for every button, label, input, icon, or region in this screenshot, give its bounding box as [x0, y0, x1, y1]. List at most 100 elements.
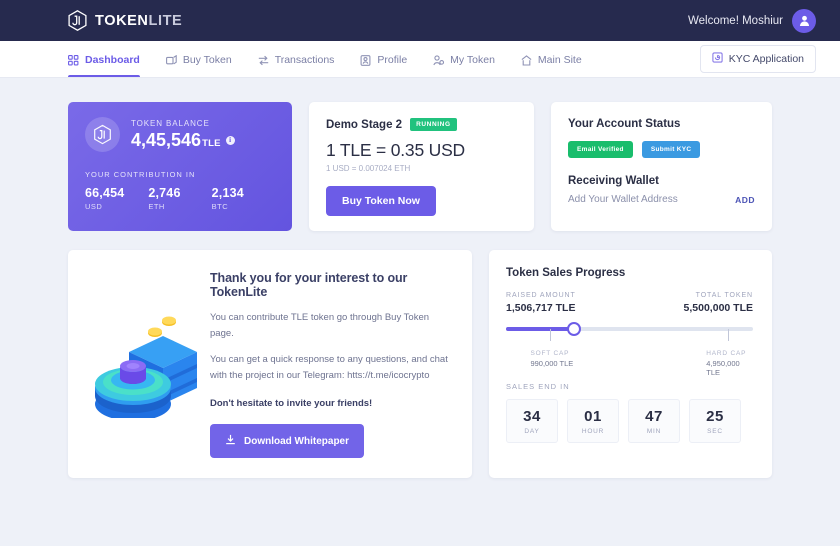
contribution-item: 66,454 USD: [85, 186, 148, 211]
nav-item-my-token[interactable]: My Token: [433, 41, 495, 77]
wallet-row: Add Your Wallet Address ADD: [568, 194, 755, 205]
contribution-amount: 66,454: [85, 186, 125, 200]
contribution-item: 2,134 BTC: [212, 186, 275, 211]
dashboard-page: TOKEN BALANCE 4,45,546 TLE i YOUR CONTRIBU…: [0, 78, 840, 479]
nav-item-profile[interactable]: Profile: [360, 41, 407, 77]
contribution-amount: 2,746: [148, 186, 181, 200]
contribution-label: YOUR CONTRIBUTION IN: [85, 170, 196, 179]
balance-text-group: TOKEN BALANCE 4,45,546 TLE i: [131, 119, 235, 151]
hard-cap-group: HARD CAP 4,950,000 TLE: [706, 350, 753, 377]
stage-head: Demo Stage 2 RUNNING: [326, 118, 517, 131]
nav-label: Profile: [377, 54, 408, 66]
welcome-paragraph-3: Don't hesitate to invite your friends!: [210, 397, 373, 409]
kyc-button-label: KYC Application: [728, 53, 804, 65]
contribution-currency: USD: [85, 202, 103, 211]
countdown-unit: 47 MIN: [628, 399, 680, 443]
buy-token-now-button[interactable]: Buy Token Now: [326, 186, 436, 216]
welcome-area: Welcome! Moshiur: [687, 8, 816, 33]
nav-item-list: Dashboard Buy Token Transactions: [68, 41, 582, 77]
nav-item-dashboard[interactable]: Dashboard: [68, 41, 140, 77]
receiving-wallet-title: Receiving Wallet: [568, 175, 659, 187]
wallet-address-hint: Add Your Wallet Address: [568, 194, 678, 205]
info-icon[interactable]: i: [225, 135, 235, 145]
balance-label: TOKEN BALANCE: [131, 118, 210, 128]
sales-amounts: RAISED AMOUNT 1,506,717 TLE TOTAL TOKEN …: [506, 292, 753, 314]
nav-item-buy-token[interactable]: Buy Token: [165, 41, 232, 77]
main-navigation: Dashboard Buy Token Transactions: [0, 41, 840, 78]
countdown-unit: 25 SEC: [689, 399, 741, 443]
token-rate: 1 TLE = 0.35 USD: [326, 140, 465, 160]
countdown-value: 47: [645, 407, 663, 425]
balance-unit: TLE: [202, 137, 221, 149]
stage-rate-card: Demo Stage 2 RUNNING 1 TLE = 0.35 USD 1 …: [309, 102, 534, 231]
account-status-card: Your Account Status Email Verified Submi…: [551, 102, 772, 231]
kyc-button-wrap: KYC Application: [699, 41, 816, 77]
soft-cap-value: 990,000 TLE: [530, 359, 574, 368]
status-badge-running: RUNNING: [410, 118, 457, 131]
token-hexagon-icon: [85, 117, 120, 152]
raised-amount-label: RAISED AMOUNT: [506, 292, 576, 299]
nav-label: Buy Token: [182, 54, 232, 66]
add-wallet-link[interactable]: ADD: [735, 194, 755, 205]
stage-name: Demo Stage 2: [326, 118, 403, 131]
soft-cap-tick: [550, 329, 552, 341]
token-sales-progress-card: Token Sales Progress RAISED AMOUNT 1,506…: [489, 250, 772, 479]
nav-label: Transactions: [274, 54, 335, 66]
nav-item-transactions[interactable]: Transactions: [258, 41, 335, 77]
total-token-group: TOTAL TOKEN 5,500,000 TLE: [684, 292, 753, 314]
cart-icon: [165, 54, 177, 66]
kyc-application-button[interactable]: KYC Application: [699, 45, 816, 73]
hard-cap-label: HARD CAP: [706, 350, 747, 357]
countdown-unit-label: HOUR: [581, 427, 605, 435]
download-icon: [225, 434, 236, 448]
top-header-bar: TOKENLITE Welcome! Moshiur: [0, 0, 840, 41]
token-rate-sub: 1 USD = 0.007024 ETH: [326, 164, 411, 173]
sales-progress-slider[interactable]: [506, 322, 753, 350]
total-token-label: TOTAL TOKEN: [695, 292, 753, 299]
user-avatar-icon[interactable]: [792, 8, 816, 33]
balance-amount: 4,45,546: [131, 129, 202, 150]
summary-row: TOKEN BALANCE 4,45,546 TLE i YOUR CONTRIBU…: [68, 102, 772, 231]
download-whitepaper-button[interactable]: Download Whitepaper: [210, 424, 364, 459]
brand-name: TOKENLITE: [95, 12, 183, 29]
brand-logo[interactable]: TOKENLITE: [68, 10, 182, 31]
download-whitepaper-label: Download Whitepaper: [244, 435, 349, 447]
status-badge-email-verified[interactable]: Email Verified: [568, 141, 633, 158]
account-status-title: Your Account Status: [568, 118, 681, 130]
sales-end-label: SALES END IN: [506, 382, 570, 391]
contribution-row: 66,454 USD 2,746 ETH 2,134 BTC: [85, 186, 275, 211]
welcome-paragraph-1: You can contribute TLE token go through …: [210, 312, 430, 339]
nav-label: Dashboard: [85, 54, 140, 66]
user-coin-icon: [433, 54, 445, 66]
welcome-text: Welcome! Moshiur: [687, 14, 783, 27]
id-card-icon: [360, 54, 371, 66]
contribution-item: 2,746 ETH: [148, 186, 211, 211]
details-row: Thank you for your interest to our Token…: [68, 250, 772, 479]
kyc-document-icon: [712, 52, 723, 66]
raised-amount-value: 1,506,717 TLE: [506, 302, 576, 314]
status-badge-submit-kyc[interactable]: Submit KYC: [641, 141, 701, 158]
countdown-unit-label: DAY: [524, 427, 540, 435]
hexagon-logo-icon: [68, 10, 87, 31]
progress-track: [506, 327, 753, 331]
progress-knob[interactable]: [566, 322, 581, 336]
countdown-value: 01: [584, 407, 602, 425]
nav-label: My Token: [450, 54, 495, 66]
progress-fill: [506, 327, 574, 331]
grid-icon: [68, 54, 79, 66]
nav-item-main-site[interactable]: Main Site: [521, 41, 582, 77]
welcome-message-title: Thank you for your interest to our Token…: [210, 271, 408, 299]
hard-cap-tick: [728, 329, 730, 341]
countdown-timer: 34 DAY 01 HOUR 47 MIN 25 SEC: [506, 399, 753, 443]
home-icon: [521, 54, 532, 66]
countdown-unit-label: SEC: [707, 427, 723, 435]
account-badges: Email Verified Submit KYC: [568, 141, 755, 158]
raised-amount-group: RAISED AMOUNT 1,506,717 TLE: [506, 292, 576, 314]
countdown-value: 34: [523, 407, 541, 425]
countdown-unit: 34 DAY: [506, 399, 558, 443]
cap-markers: SOFT CAP 990,000 TLE HARD CAP 4,950,000 …: [506, 350, 753, 377]
soft-cap-group: SOFT CAP 990,000 TLE: [530, 350, 573, 368]
welcome-message-body: Thank you for your interest to our Token…: [210, 268, 452, 459]
total-token-value: 5,500,000 TLE: [683, 302, 753, 314]
welcome-paragraph-2: You can get a quick response to any ques…: [210, 354, 448, 382]
